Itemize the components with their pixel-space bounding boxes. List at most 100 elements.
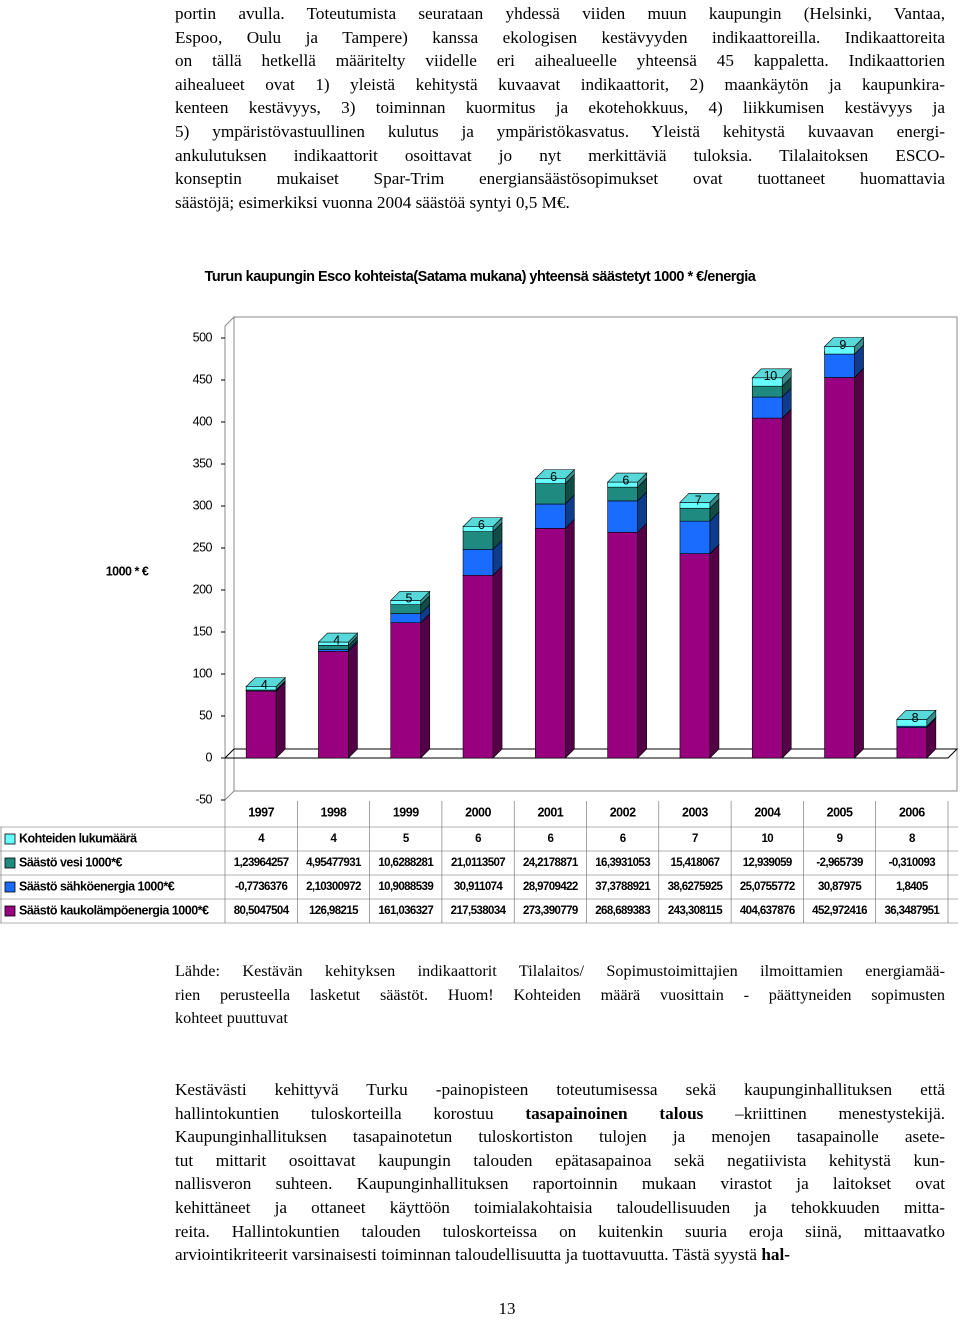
bar-top bbox=[462, 517, 503, 527]
bar-top bbox=[534, 469, 576, 479]
table-cell: 36,3487951 bbox=[884, 905, 940, 917]
table-cell: 4,95477931 bbox=[306, 857, 362, 869]
y-tick-label: 300 bbox=[193, 498, 213, 512]
table-cell: 2,10300972 bbox=[306, 881, 361, 893]
bar-segment bbox=[679, 507, 711, 522]
bar-segment bbox=[751, 417, 783, 759]
text-line: hallintokuntien tuloskorteilla korostuu … bbox=[175, 1102, 945, 1126]
text-run: hallintokuntien tuloskorteilla korostuu bbox=[175, 1103, 526, 1123]
data-label: 9 bbox=[839, 338, 846, 352]
data-label: 8 bbox=[912, 711, 919, 725]
bar-top bbox=[751, 368, 792, 379]
y-tick-label: 150 bbox=[193, 624, 213, 638]
table-cell: 37,3788921 bbox=[595, 881, 651, 893]
bar-segment bbox=[462, 531, 494, 550]
text-line: 5) ympäristövastuullinen kulutus ja ympä… bbox=[175, 121, 945, 141]
table-cell: 243,308115 bbox=[668, 905, 723, 917]
text-run: –kriittinen menestystekijä. bbox=[703, 1103, 946, 1123]
bar-top bbox=[245, 677, 286, 687]
text-line: Espoo, Oulu ja Tampere) kanssa ekologise… bbox=[175, 27, 945, 47]
y-tick-label: -50 bbox=[195, 792, 212, 806]
bar-segment bbox=[896, 727, 928, 759]
text-run: tut mittarit osoittavat kaupungin taloud… bbox=[175, 1150, 945, 1170]
bar-segment bbox=[245, 690, 277, 759]
bar-top bbox=[896, 710, 937, 720]
bar-side bbox=[637, 522, 647, 759]
table-cell: 10,6288281 bbox=[378, 857, 434, 869]
source-note: Lähde: Kestävän kehityksen indikaattorit… bbox=[175, 960, 945, 1031]
y-tick-label: 100 bbox=[193, 666, 213, 680]
x-tick-label: 2005 bbox=[827, 805, 853, 819]
bar-side bbox=[709, 543, 720, 759]
table-cell: 28,9709422 bbox=[523, 881, 578, 893]
table-cell: 268,689383 bbox=[595, 905, 650, 917]
bar-segment bbox=[462, 549, 494, 576]
bold-run: hal- bbox=[761, 1245, 790, 1265]
table-cell: 12,939059 bbox=[743, 857, 792, 869]
text-line: kehittäneet ja ottaneet käyttöön toimial… bbox=[175, 1196, 945, 1220]
table-cell: 217,538034 bbox=[451, 905, 507, 917]
table-cell: 1,8405 bbox=[896, 881, 929, 893]
text-line: konseptin mukaiset Spar-Trim energiansää… bbox=[175, 169, 945, 189]
data-label: 6 bbox=[478, 518, 485, 532]
side-wall bbox=[224, 315, 235, 802]
y-axis-label: 1000 * € bbox=[106, 564, 149, 578]
bar-segment bbox=[390, 604, 422, 614]
table-cell: 4 bbox=[258, 833, 265, 845]
bottom-paragraph: Kestävästi kehittyvä Turku -painopisteen… bbox=[175, 1078, 945, 1267]
table-cell: 16,3931053 bbox=[595, 857, 650, 869]
table-cell: 161,036327 bbox=[378, 905, 433, 917]
bar-segment bbox=[390, 622, 422, 759]
table-cell: -0,7736376 bbox=[235, 881, 287, 893]
table-cell: 25,0755772 bbox=[740, 881, 795, 893]
legend-label: Säästö sähköenergia 1000*€ bbox=[19, 879, 175, 893]
bar-top bbox=[823, 337, 865, 347]
table-cell: 6 bbox=[620, 833, 626, 845]
x-tick-label: 1997 bbox=[248, 805, 274, 819]
table-cell: -0,310093 bbox=[889, 857, 936, 869]
bar-top bbox=[606, 472, 648, 483]
table-cell: 4 bbox=[331, 833, 338, 845]
data-label: 6 bbox=[622, 473, 629, 487]
x-tick-label: 2000 bbox=[465, 805, 491, 819]
bar-side bbox=[492, 565, 503, 759]
table-cell: 1,23964257 bbox=[234, 857, 289, 869]
y-tick-label: 450 bbox=[193, 372, 213, 386]
bold-run: tasapainoinen talous bbox=[525, 1103, 704, 1123]
top-paragraph: portin avulla. Toteutumista seurataan yh… bbox=[175, 2, 945, 214]
data-label: 4 bbox=[333, 633, 340, 647]
bar-segment bbox=[679, 520, 711, 554]
legend-swatch bbox=[4, 857, 16, 869]
table-cell: 38,6275925 bbox=[668, 881, 724, 893]
text-line: Lähde: Kestävän kehityksen indikaattorit… bbox=[175, 962, 945, 980]
bar-side bbox=[781, 408, 792, 759]
bar-segment bbox=[824, 377, 855, 759]
text-line: arviointikriteerit varsinaisesti toiminn… bbox=[175, 1243, 945, 1267]
x-tick-label: 2001 bbox=[537, 805, 563, 819]
text-line: aihealueet ovat 1) yleistä kehitystä kuv… bbox=[175, 74, 945, 94]
table-cell: 6 bbox=[475, 833, 481, 845]
bar-segment bbox=[607, 532, 638, 759]
bar-segment bbox=[318, 651, 349, 759]
text-line: Kaupunginhallituksen tasapainotetun tulo… bbox=[175, 1125, 945, 1149]
bar-side bbox=[348, 641, 358, 759]
y-tick-label: 50 bbox=[199, 708, 212, 722]
y-tick-label: 0 bbox=[206, 750, 213, 764]
table-cell: 273,390779 bbox=[523, 905, 578, 917]
y-tick-label: 400 bbox=[193, 414, 213, 428]
text-line: ankulutuksen indikaattorit osoittavat jo… bbox=[175, 145, 945, 165]
table-cell: 24,2178871 bbox=[523, 857, 579, 869]
bar-segment bbox=[390, 613, 422, 624]
y-tick-label: 350 bbox=[193, 456, 213, 470]
data-label: 5 bbox=[406, 592, 413, 606]
x-tick-label: 1999 bbox=[393, 805, 419, 819]
text-line: tut mittarit osoittavat kaupungin taloud… bbox=[175, 1149, 945, 1173]
text-line: rien perusteella lasketut säästöt. Huom!… bbox=[175, 985, 945, 1004]
legend-swatch bbox=[4, 905, 16, 917]
bar-side bbox=[275, 680, 286, 759]
bar-segment bbox=[679, 553, 711, 759]
text-run: reita. Hallintokuntien talouden tuloskor… bbox=[175, 1221, 945, 1241]
text-run: nallisveron suhteen. Kaupunginhallitukse… bbox=[175, 1174, 945, 1194]
table-cell: 21,0113507 bbox=[451, 857, 505, 869]
